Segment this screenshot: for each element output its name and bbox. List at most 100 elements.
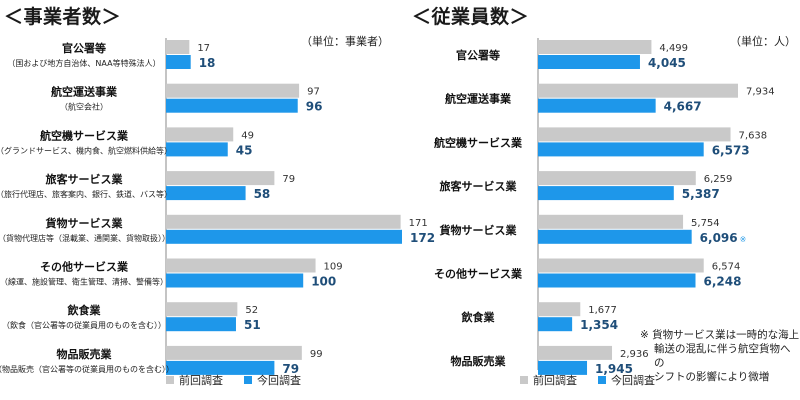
right-bar-curr <box>538 186 674 201</box>
right-value-label-curr: 6,096 <box>700 231 738 245</box>
right-bar-curr <box>538 317 573 332</box>
right-category-label: 旅客サービス業 <box>440 179 518 193</box>
left-bar-prev <box>166 40 190 54</box>
left-value-label-prev: 17 <box>197 43 210 54</box>
left-value-label-prev: 79 <box>282 174 295 185</box>
right-bar-prev <box>538 171 696 186</box>
right-value-label-prev: 5,754 <box>691 218 720 229</box>
right-value-label-curr: 4,667 <box>664 100 702 114</box>
left-value-label-curr: 79 <box>282 362 299 376</box>
left-category-sublabel: （グランドサービス、機内食、航空燃料供給等） <box>0 145 172 155</box>
left-bar-prev <box>166 302 238 317</box>
right-value-label-prev: 2,936 <box>620 349 649 360</box>
left-bar-prev <box>166 258 316 273</box>
right-legend-label-curr: 今回調査 <box>611 373 655 387</box>
right-chart-title: ＜従業員数＞ <box>412 6 530 28</box>
right-bar-curr <box>538 142 704 157</box>
right-bar-prev <box>538 214 684 229</box>
right-legend-swatch-curr <box>598 376 606 384</box>
left-bar-prev <box>166 171 275 186</box>
left-legend-label-prev: 前回調査 <box>179 373 223 387</box>
right-value-label-curr: 4,045 <box>648 56 686 70</box>
left-value-label-prev: 49 <box>241 130 254 141</box>
left-value-label-prev: 99 <box>310 349 323 360</box>
left-category-label: 飲食業 <box>67 303 102 317</box>
left-bar-curr <box>166 229 402 244</box>
left-value-label-prev: 97 <box>307 87 320 98</box>
left-value-label-prev: 109 <box>324 262 343 273</box>
right-bar-curr <box>538 98 656 113</box>
right-legend-label-prev: 前回調査 <box>533 373 577 387</box>
left-value-label-prev: 171 <box>409 218 428 229</box>
footnote-line: ※ 貨物サービス業は一時的な海上 <box>640 329 800 341</box>
right-bar-curr <box>538 229 692 244</box>
right-value-label-prev: 1,677 <box>588 305 617 316</box>
right-value-label-curr: 6,248 <box>703 275 741 289</box>
left-bar-prev <box>166 127 234 142</box>
left-bar-curr <box>166 55 191 69</box>
left-legend-swatch-prev <box>166 376 174 384</box>
left-bar-curr <box>166 98 298 113</box>
left-category-label: 旅客サービス業 <box>46 172 124 186</box>
left-legend-label-curr: 今回調査 <box>257 373 301 387</box>
right-value-label-prev: 4,499 <box>659 43 688 54</box>
left-category-label: その他サービス業 <box>40 260 129 274</box>
footnote-line: 輸送の混乱に伴う航空貨物への <box>654 343 791 369</box>
right-bar-prev <box>538 258 704 273</box>
left-value-label-curr: 18 <box>199 56 216 70</box>
left-value-label-prev: 52 <box>245 305 258 316</box>
left-category-sublabel: （飲食（官公署等の従業員用のものを含む）） <box>2 320 166 330</box>
right-value-label-curr: 5,387 <box>682 187 720 201</box>
right-category-label: 物品販売業 <box>451 354 507 368</box>
left-category-sublabel: （国および地方自治体、NAA等特殊法人） <box>7 58 160 68</box>
left-category-sublabel: （航空会社） <box>60 102 108 112</box>
left-category-sublabel: （物品販売（官公署等の従業員用のものを含む）） <box>0 364 174 374</box>
right-value-label-curr: 1,945 <box>595 362 633 376</box>
right-bar-prev <box>538 302 581 317</box>
right-annotation-mark: ※ <box>740 235 747 244</box>
left-category-label: 航空機サービス業 <box>40 128 129 142</box>
left-unit-note: （単位：事業者） <box>301 35 389 48</box>
left-category-label: 航空運送事業 <box>51 85 118 99</box>
left-category-label: 官公署等 <box>62 41 106 55</box>
right-value-label-prev: 7,934 <box>746 87 775 98</box>
right-unit-note: （単位：人） <box>730 35 796 48</box>
left-category-sublabel: （線運、施設管理、衛生管理、清掃、警備等） <box>0 277 168 287</box>
left-category-label: 物品販売業 <box>57 347 113 361</box>
right-legend-swatch-prev <box>520 376 528 384</box>
left-bar-curr <box>166 186 246 201</box>
left-bar-curr <box>166 360 275 375</box>
left-value-label-curr: 100 <box>311 275 336 289</box>
left-chart-title: ＜事業者数＞ <box>4 6 122 28</box>
left-category-sublabel: （旅行代理店、旅客案内、銀行、鉄道、バス等） <box>0 189 172 199</box>
right-bar-prev <box>538 345 613 360</box>
right-category-label: 飲食業 <box>461 310 496 324</box>
right-category-label: 航空機サービス業 <box>434 135 523 149</box>
right-category-label: 貨物サービス業 <box>440 223 518 237</box>
left-value-label-curr: 51 <box>244 318 261 332</box>
right-category-label: 航空運送事業 <box>445 92 512 106</box>
left-value-label-curr: 45 <box>236 143 253 157</box>
left-legend-swatch-curr <box>244 376 252 384</box>
right-value-label-curr: 6,573 <box>712 143 750 157</box>
left-value-label-curr: 172 <box>410 231 435 245</box>
left-bar-prev <box>166 83 300 98</box>
right-bar-prev <box>538 83 738 98</box>
left-value-label-curr: 96 <box>306 100 323 114</box>
right-bar-curr <box>538 273 696 288</box>
right-value-label-prev: 6,259 <box>704 174 733 185</box>
right-value-label-prev: 7,638 <box>739 130 768 141</box>
right-bar-curr <box>538 55 640 69</box>
left-bar-curr <box>166 142 228 157</box>
left-bar-curr <box>166 273 304 288</box>
right-bar-prev <box>538 127 731 142</box>
left-bar-prev <box>166 214 401 229</box>
right-category-label: 官公署等 <box>456 48 500 62</box>
right-value-label-prev: 6,574 <box>712 262 741 273</box>
left-value-label-curr: 58 <box>254 187 271 201</box>
left-bar-prev <box>166 345 302 360</box>
left-category-label: 貨物サービス業 <box>46 216 124 230</box>
right-bar-prev <box>538 40 652 54</box>
footnote-line: シフトの影響により微増 <box>654 371 770 383</box>
